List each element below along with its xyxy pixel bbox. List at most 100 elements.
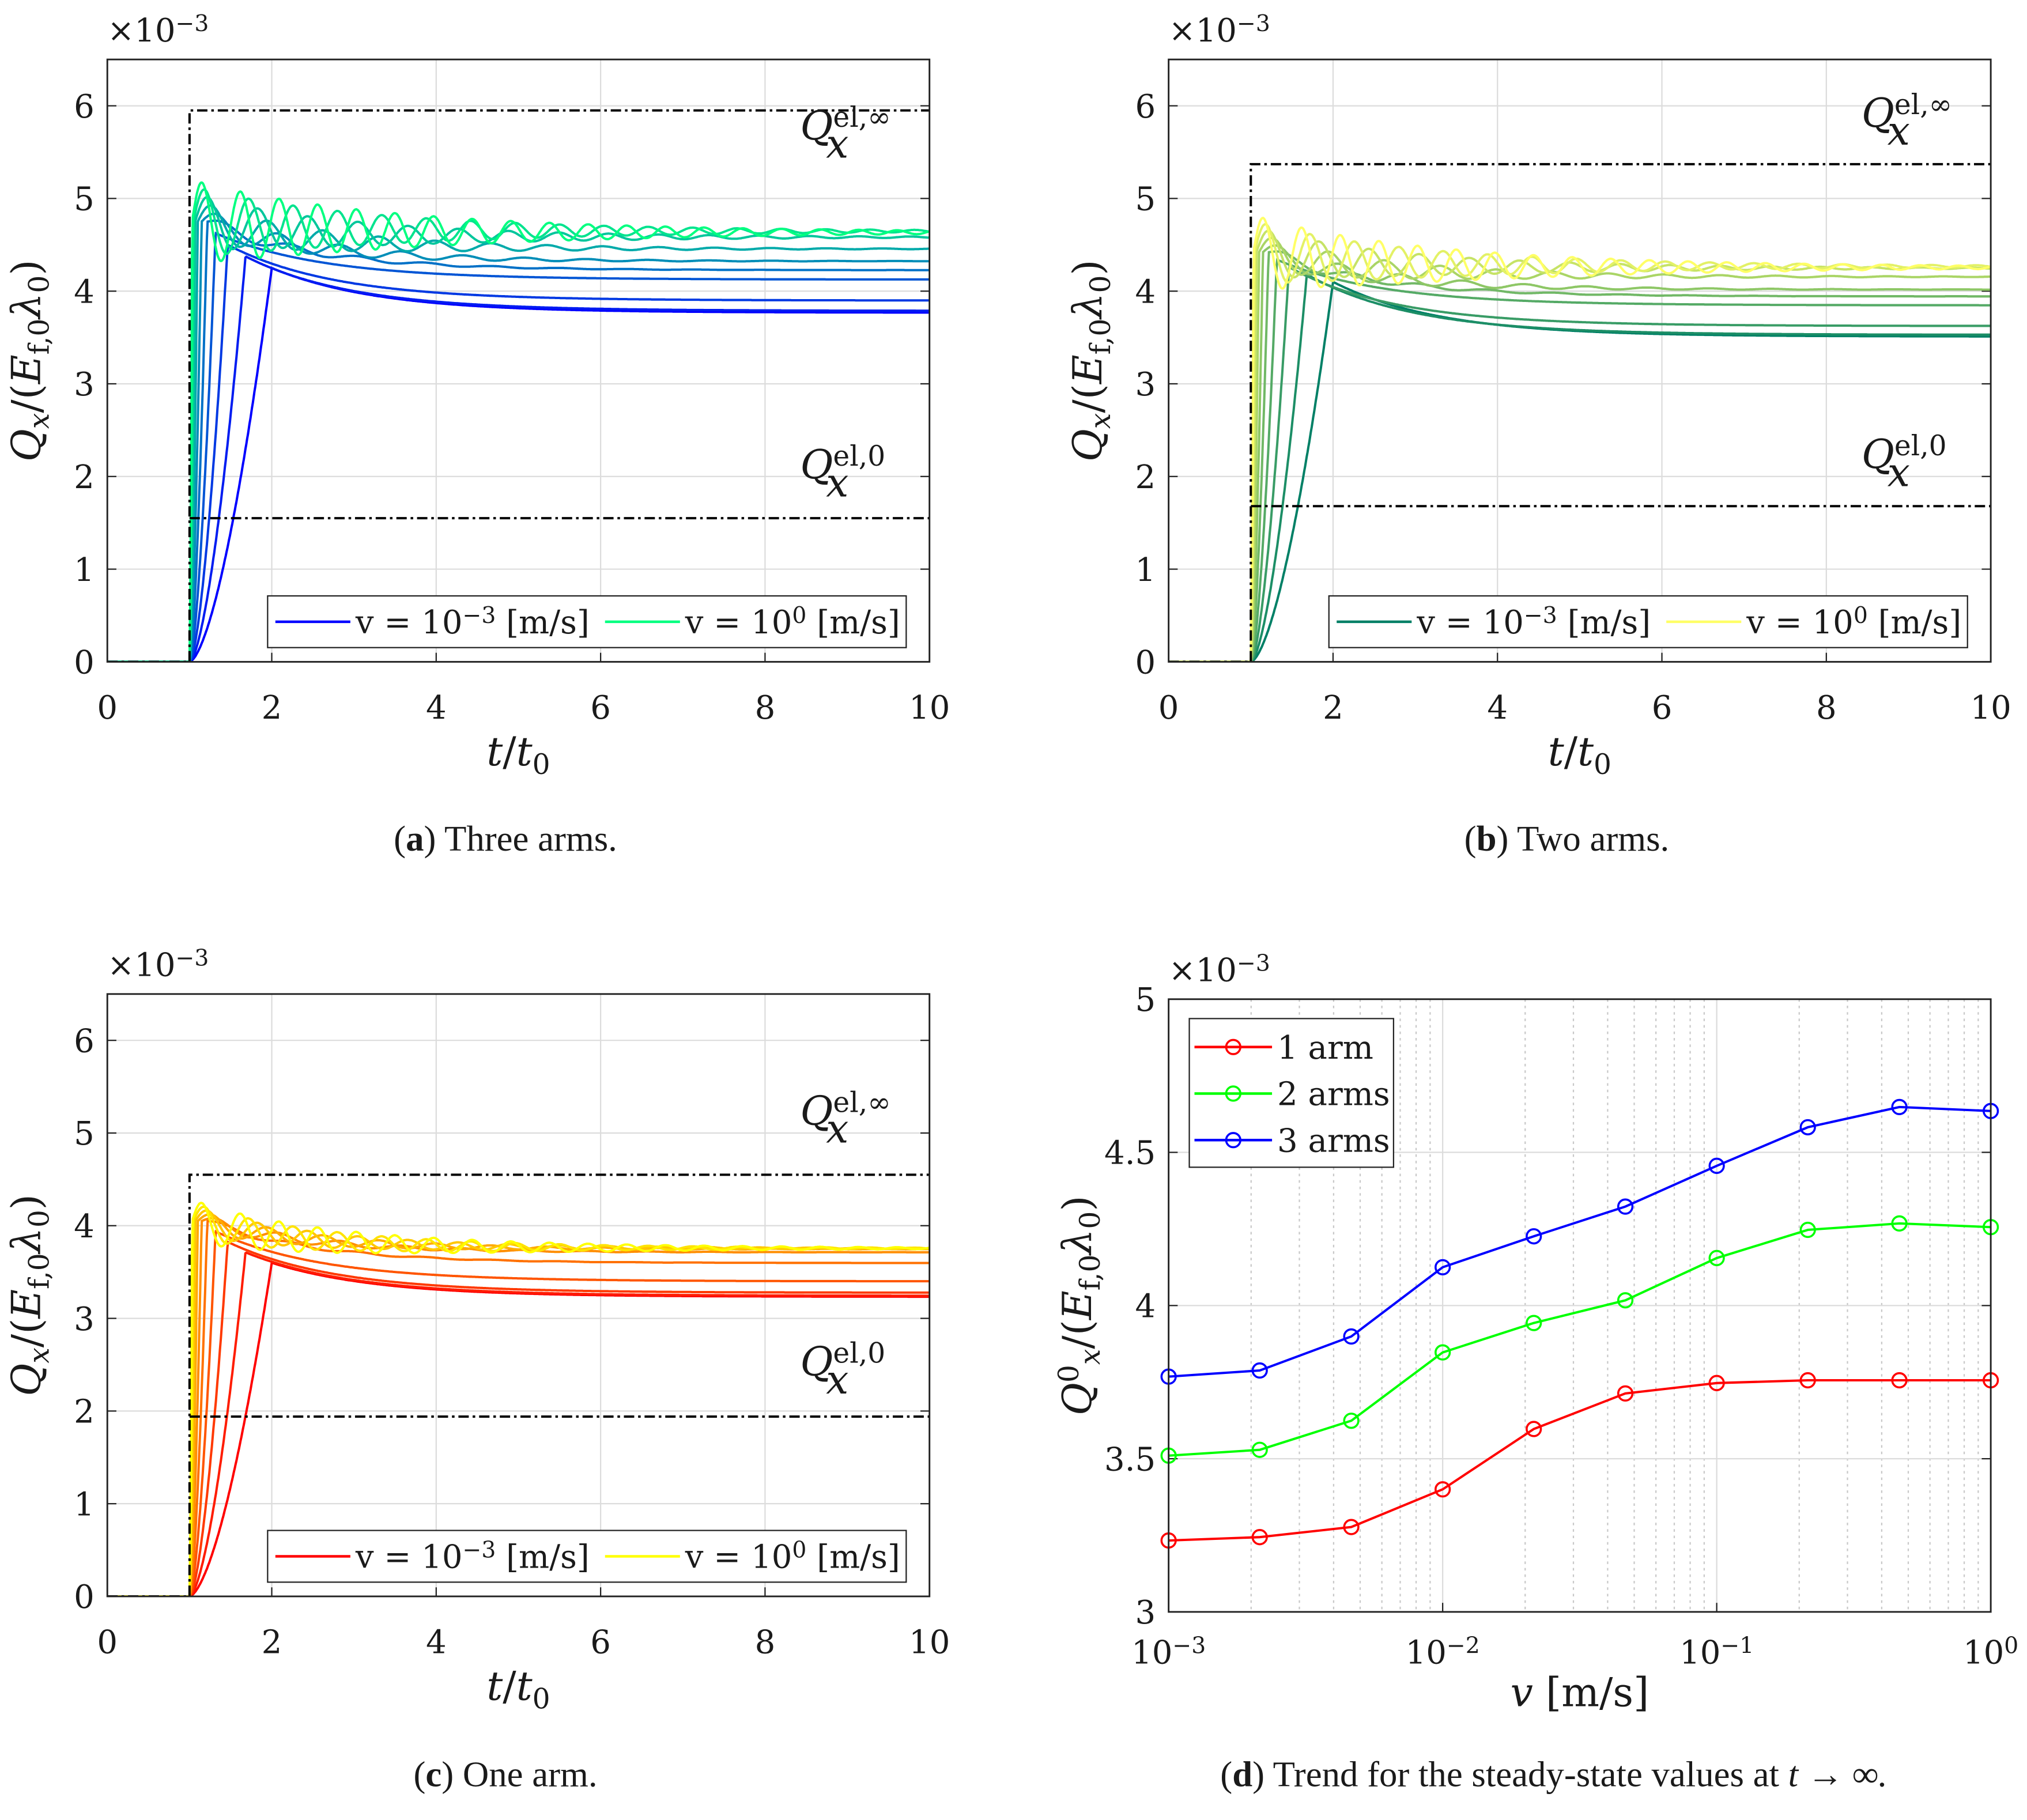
text-part: 0	[97, 1624, 118, 1662]
data-point	[1708, 1249, 1725, 1267]
text-part: b	[1477, 818, 1497, 859]
text-part: el,0	[1894, 430, 1947, 462]
text-part: −3	[1172, 1633, 1206, 1659]
text-part: ×10	[107, 946, 175, 984]
text-label: 2	[1135, 459, 1156, 496]
series-line-6	[1168, 236, 1991, 662]
series-group	[1168, 1105, 1991, 1542]
text-part: 10	[1131, 1634, 1172, 1672]
data-point	[1708, 1375, 1725, 1391]
text-part: 4	[74, 273, 95, 311]
text-part: 2	[74, 1394, 95, 1431]
y-axis-label: Q0x/(Ef,0λ0)	[1053, 1196, 1107, 1416]
text-part: [m/s]	[806, 604, 900, 641]
text-part: el,∞	[833, 1086, 890, 1119]
series-line-2	[107, 1240, 930, 1596]
text-label: v = 10−3 [m/s]	[355, 603, 590, 641]
text-part: v = 10	[355, 604, 463, 641]
text-part: 0	[74, 1579, 95, 1616]
y-axis-label: Qx/(Ef,0λ0)	[3, 259, 56, 462]
text-part: 2	[1135, 459, 1156, 496]
text-part: E	[1054, 1290, 1101, 1321]
text-part: 0	[533, 1683, 550, 1715]
text-part: v	[1511, 1670, 1533, 1716]
text-part: /	[503, 728, 516, 775]
text-part: Three arms.	[436, 818, 617, 859]
data-point	[1799, 1119, 1816, 1136]
text-label: 3.5	[1104, 1441, 1156, 1478]
plot-area	[107, 59, 930, 662]
text-part: −3	[176, 946, 209, 972]
text-part: /(	[3, 384, 50, 413]
text-part: 0	[1085, 275, 1117, 293]
text-part: [m/s]	[1868, 604, 1961, 641]
data-point	[1708, 1157, 1725, 1175]
legend: v = 10−3 [m/s] v = 100 [m/s]	[267, 1530, 907, 1583]
text-part: (	[1220, 1754, 1232, 1795]
text-part: 8	[1816, 689, 1837, 727]
text-part: 10	[909, 1624, 950, 1662]
text-part: −3	[462, 1538, 496, 1564]
text-part: x	[826, 1357, 848, 1403]
series-line-1	[107, 255, 930, 662]
data-point	[1526, 1228, 1542, 1245]
text-label: v = 100 [m/s]	[685, 603, 900, 641]
text-part: )	[424, 818, 436, 859]
series-group	[1168, 163, 1991, 662]
text-label: 4.5	[1104, 1135, 1156, 1172]
text-part: E	[1065, 354, 1111, 385]
x-axis-label: t/t0	[486, 1663, 550, 1715]
text-part: v = 10	[1746, 604, 1854, 641]
q-el-inf-line	[1168, 163, 1991, 662]
text-label: 5	[1135, 981, 1156, 1019]
annot-0-label: Qel,0	[1862, 430, 1947, 478]
axes-frame	[1168, 998, 1992, 1613]
text-part: 3.5	[1104, 1441, 1156, 1478]
legend-box	[267, 1530, 907, 1583]
text-part: −3	[1237, 951, 1270, 977]
axes-frame	[106, 58, 931, 663]
text-label: 4	[426, 689, 447, 727]
text-part: One arm.	[454, 1754, 597, 1795]
legend: 1 arm 2 arms 3 arms	[1188, 1018, 1395, 1168]
text-part: 10	[1679, 1634, 1720, 1672]
text-part: E	[3, 1289, 50, 1320]
text-label: 0	[97, 1624, 118, 1662]
text-part: t	[516, 728, 533, 775]
text-label: 100	[1963, 1633, 2018, 1672]
data-point	[1526, 1421, 1542, 1437]
text-part: 4	[1135, 1288, 1156, 1326]
caption: (b) Two arms.	[1464, 818, 1670, 859]
text-part: /(	[3, 1319, 50, 1348]
text-part: Q	[1065, 429, 1111, 462]
data-point	[1617, 1385, 1634, 1402]
series-line-4	[107, 219, 930, 662]
text-label: v = 10−3 [m/s]	[355, 1538, 590, 1576]
data-point	[1799, 1221, 1816, 1238]
data-point	[1891, 1372, 1908, 1389]
text-part: x	[826, 121, 848, 168]
text-label: 10	[1970, 689, 2011, 727]
text-part: t	[486, 728, 503, 775]
text-part: f,0	[23, 319, 55, 355]
legend-marker	[1225, 1039, 1241, 1055]
text-part: )	[3, 259, 50, 275]
series-line-2	[1168, 265, 1991, 662]
text-label: 3	[74, 1301, 95, 1338]
text-part: )	[1252, 1754, 1264, 1795]
text-label: 4	[74, 273, 95, 311]
text-part: t → ∞.	[1788, 1754, 1888, 1795]
text-part: f,0	[23, 1253, 55, 1289]
text-label: 3	[1135, 366, 1156, 403]
caption: (c) One arm.	[414, 1754, 598, 1795]
text-part: −3	[176, 11, 209, 37]
series-line-1	[1168, 273, 1991, 662]
text-part: el,∞	[1894, 89, 1952, 121]
text-part: /	[503, 1663, 516, 1709]
text-label: ×10−3	[107, 946, 209, 984]
text-part: [m/s]	[806, 1539, 900, 1576]
text-part: t	[1548, 728, 1565, 775]
text-part: Q	[800, 103, 833, 149]
